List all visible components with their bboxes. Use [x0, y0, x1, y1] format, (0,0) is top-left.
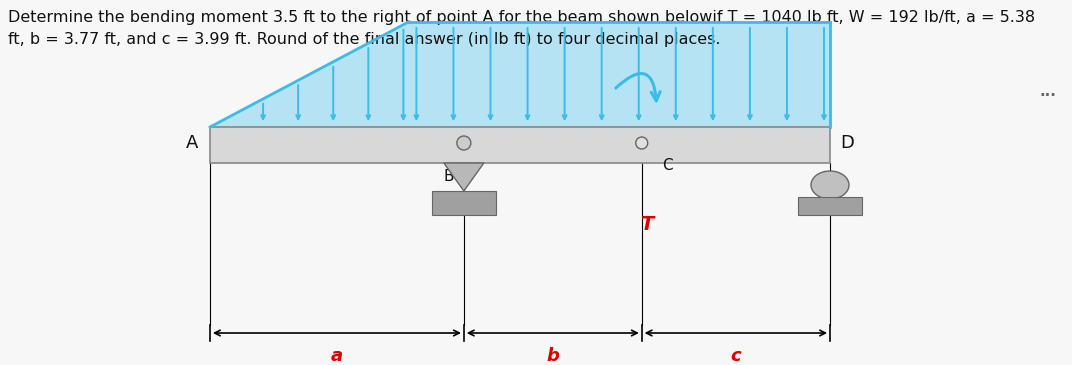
Circle shape: [457, 136, 471, 150]
Text: T: T: [640, 215, 653, 234]
Text: D: D: [840, 134, 854, 152]
FancyBboxPatch shape: [210, 127, 830, 163]
Text: a: a: [331, 347, 343, 365]
Polygon shape: [210, 22, 830, 127]
Circle shape: [636, 137, 647, 149]
Polygon shape: [444, 163, 483, 191]
Text: b: b: [547, 347, 560, 365]
Text: B: B: [444, 169, 455, 184]
Text: c: c: [730, 347, 741, 365]
FancyBboxPatch shape: [798, 197, 862, 215]
Text: Determine the bending moment 3.5 ft to the right of point A for the beam shown b: Determine the bending moment 3.5 ft to t…: [8, 10, 1036, 25]
Text: W: W: [625, 0, 653, 4]
Ellipse shape: [812, 171, 849, 199]
FancyArrowPatch shape: [615, 73, 660, 101]
Text: ft, b = 3.77 ft, and c = 3.99 ft. Round of the final answer (in lb ft) to four d: ft, b = 3.77 ft, and c = 3.99 ft. Round …: [8, 32, 720, 47]
Text: C: C: [661, 158, 672, 173]
Text: A: A: [185, 134, 198, 152]
FancyBboxPatch shape: [432, 191, 496, 215]
Text: ...: ...: [1040, 85, 1056, 100]
